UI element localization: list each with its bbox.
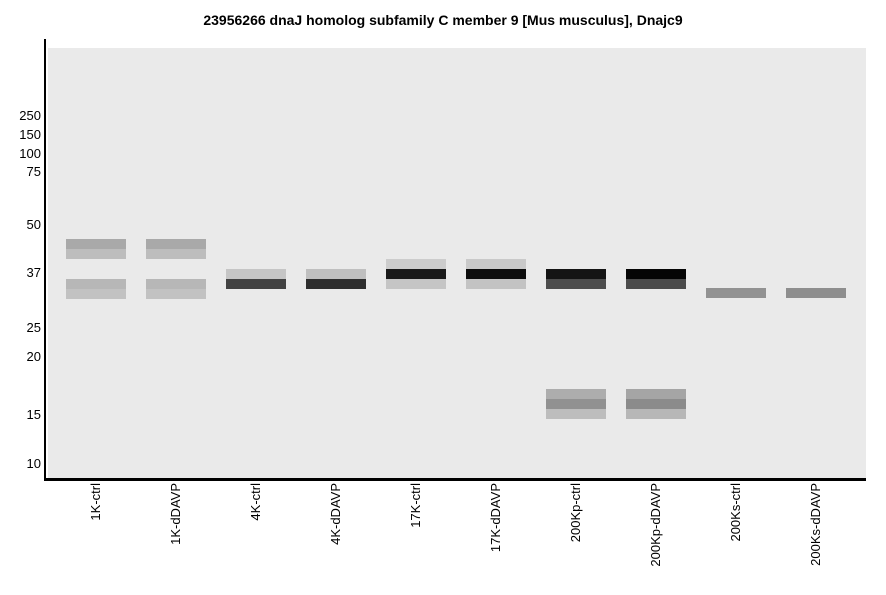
gel-band-strip xyxy=(146,289,206,299)
lane-label: 200Kp-ctrl xyxy=(568,483,583,543)
gel-band-strip xyxy=(546,279,606,289)
y-tick-label: 100 xyxy=(19,146,41,161)
gel-band-strip xyxy=(386,279,446,289)
gel-band xyxy=(466,259,526,289)
gel-band-strip xyxy=(226,279,286,289)
lane-label: 4K-dDAVP xyxy=(328,483,343,545)
y-axis-line xyxy=(44,39,46,481)
y-tick-label: 250 xyxy=(19,108,41,123)
lane-label: 17K-dDAVP xyxy=(488,483,503,553)
gel-band xyxy=(66,279,126,299)
gel-band-strip xyxy=(226,269,286,279)
gel-band xyxy=(626,389,686,419)
gel-band xyxy=(386,259,446,289)
gel-band-strip xyxy=(66,289,126,299)
lane-label: 17K-ctrl xyxy=(408,483,423,528)
gel-band-strip xyxy=(386,269,446,279)
y-tick-label: 15 xyxy=(26,407,41,422)
gel-band-strip xyxy=(306,269,366,279)
gel-band xyxy=(546,389,606,419)
y-tick-label: 20 xyxy=(26,349,41,364)
y-tick-label: 25 xyxy=(26,320,41,335)
lane-label: 1K-ctrl xyxy=(88,483,103,521)
gel-band-strip xyxy=(146,279,206,289)
lane-label: 200Ks-dDAVP xyxy=(808,483,823,566)
gel-band-strip xyxy=(546,399,606,409)
gel-band xyxy=(706,288,766,298)
chart-title: 23956266 dnaJ homolog subfamily C member… xyxy=(203,12,683,28)
gel-band-strip xyxy=(466,269,526,279)
gel-band-strip xyxy=(66,249,126,259)
gel-band-strip xyxy=(546,389,606,399)
gel-band-strip xyxy=(786,288,846,298)
gel-band-strip xyxy=(546,409,606,419)
gel-band xyxy=(146,279,206,299)
gel-band-strip xyxy=(626,399,686,409)
gel-band xyxy=(146,239,206,259)
gel-band-strip xyxy=(146,239,206,249)
gel-band-strip xyxy=(626,279,686,289)
gel-band-strip xyxy=(546,269,606,279)
gel-band-strip xyxy=(626,269,686,279)
gel-band xyxy=(66,239,126,259)
y-tick-label: 150 xyxy=(19,127,41,142)
gel-band-strip xyxy=(66,239,126,249)
lane-label: 4K-ctrl xyxy=(248,483,263,521)
lane-label: 1K-dDAVP xyxy=(168,483,183,545)
gel-band-strip xyxy=(146,249,206,259)
lane-label: 200Ks-ctrl xyxy=(728,483,743,542)
gel-band-strip xyxy=(466,259,526,269)
gel-band-strip xyxy=(386,259,446,269)
gel-band xyxy=(626,269,686,289)
gel-band xyxy=(226,269,286,289)
gel-band-strip xyxy=(626,409,686,419)
y-tick-label: 10 xyxy=(26,456,41,471)
gel-band-strip xyxy=(306,279,366,289)
gel-band-strip xyxy=(466,279,526,289)
gel-band-strip xyxy=(706,288,766,298)
x-axis-line xyxy=(44,478,866,481)
y-tick-label: 37 xyxy=(26,265,41,280)
gel-band xyxy=(306,269,366,289)
gel-plot-area xyxy=(48,48,866,478)
gel-band-strip xyxy=(66,279,126,289)
gel-band xyxy=(786,288,846,298)
y-tick-label: 50 xyxy=(26,217,41,232)
gel-band-strip xyxy=(626,389,686,399)
gel-band xyxy=(546,269,606,289)
y-tick-label: 75 xyxy=(26,164,41,179)
lane-label: 200Kp-dDAVP xyxy=(648,483,663,567)
